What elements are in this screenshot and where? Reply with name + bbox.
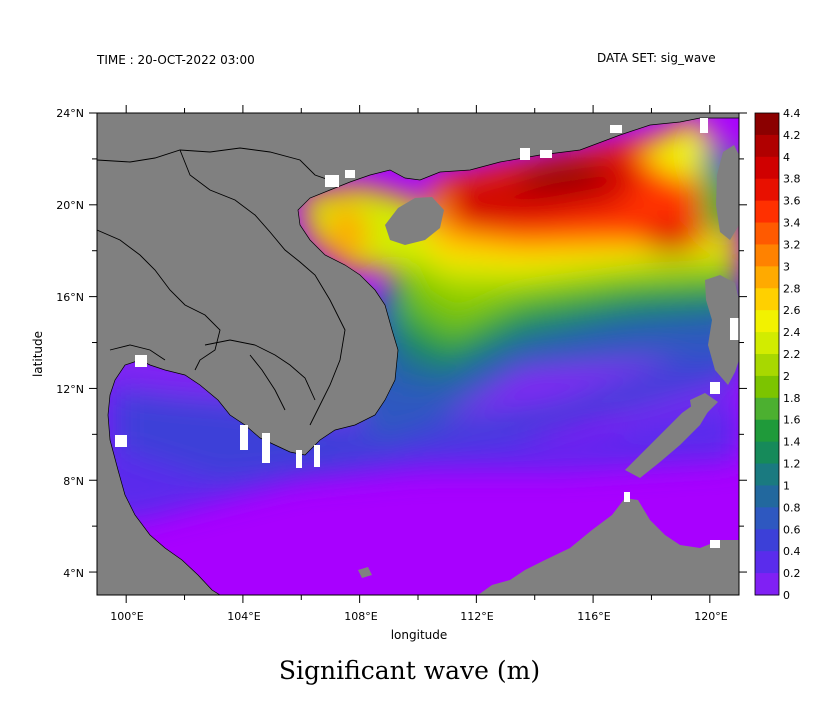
x-tick-labels: 100°E 104°E 108°E 112°E 116°E 120°E xyxy=(110,610,727,623)
axis-ticks xyxy=(89,105,747,603)
colorbar-label: 2.8 xyxy=(783,282,801,295)
colorbar-label: 1.4 xyxy=(783,436,801,449)
x-tick-label: 100°E xyxy=(110,610,143,623)
colorbar-swatch xyxy=(755,156,779,180)
colorbar-label: 3 xyxy=(783,260,790,273)
luzon-island xyxy=(705,275,739,385)
x-tick-label: 116°E xyxy=(577,610,610,623)
colorbar-label: 4.4 xyxy=(783,107,801,120)
colorbar-label: 0.6 xyxy=(783,523,801,536)
colorbar-swatch xyxy=(755,113,779,136)
borneo-island xyxy=(478,498,739,595)
colorbar xyxy=(754,112,780,596)
colorbar-label: 4.2 xyxy=(783,129,801,142)
colorbar-swatch xyxy=(755,178,779,202)
x-tick-label: 120°E xyxy=(694,610,727,623)
x-tick-label: 108°E xyxy=(344,610,377,623)
colorbar-label: 2.6 xyxy=(783,304,801,317)
y-axis-title: latitude xyxy=(31,331,45,377)
colorbar-swatch xyxy=(755,266,779,289)
colorbar-label: 1.8 xyxy=(783,392,801,405)
colorbar-label: 2.2 xyxy=(783,348,801,361)
y-tick-label: 24°N xyxy=(56,107,84,120)
coastlines xyxy=(107,117,739,595)
taiwan-island xyxy=(716,145,739,240)
dataset-label: DATA SET: sig_wave xyxy=(597,51,716,65)
colorbar-frame xyxy=(754,112,780,596)
x-tick-label: 112°E xyxy=(460,610,493,623)
palawan-island xyxy=(625,400,712,478)
colorbar-swatch xyxy=(755,200,779,224)
colorbar-swatch xyxy=(755,244,779,267)
masked-cells xyxy=(115,118,739,548)
colorbar-label: 0 xyxy=(783,589,790,602)
colorbar-swatch xyxy=(755,310,779,333)
hainan-island xyxy=(385,197,444,245)
colorbar-swatch xyxy=(755,288,779,311)
colorbar-swatch xyxy=(755,134,779,158)
colorbar-swatch xyxy=(755,529,779,552)
map-title: Significant wave (m) xyxy=(278,656,541,685)
mindoro-island xyxy=(690,393,718,415)
colorbar-label: 0.8 xyxy=(783,501,801,514)
colorbar-label: 1.2 xyxy=(783,458,801,471)
colorbar-swatch xyxy=(755,507,779,530)
natuna-island xyxy=(358,567,372,578)
colorbar-label: 0.2 xyxy=(783,567,801,580)
land-masses xyxy=(97,113,739,595)
colorbar-swatch xyxy=(755,551,779,574)
colorbar-label: 2 xyxy=(783,370,790,383)
colorbar-swatch xyxy=(755,573,779,596)
y-tick-label: 20°N xyxy=(56,199,84,212)
asia-mainland xyxy=(97,113,739,595)
y-tick-labels: 24°N 20°N 16°N 12°N 8°N 4°N xyxy=(56,107,84,580)
colorbar-label: 3.8 xyxy=(783,173,801,186)
colorbar-swatch xyxy=(755,485,779,508)
colorbar-swatch xyxy=(755,441,779,465)
colorbar-swatch xyxy=(755,222,779,245)
plot-area xyxy=(97,113,739,595)
colorbar-label: 4 xyxy=(783,151,790,164)
wave-field xyxy=(97,120,739,520)
colorbar-label: 2.4 xyxy=(783,326,801,339)
y-tick-label: 8°N xyxy=(63,475,84,488)
colorbar-label: 3.6 xyxy=(783,195,801,208)
colorbar-labels: 4.4 4.2 4 3.8 3.6 3.4 3.2 3 2.8 2.6 2.4 2.2 2 1.8 1.6 1… xyxy=(783,107,801,602)
colorbar-swatch xyxy=(755,397,779,421)
y-tick-label: 4°N xyxy=(63,567,84,580)
colorbar-label: 1 xyxy=(783,479,790,492)
colorbar-swatch xyxy=(755,332,779,355)
colorbar-swatch xyxy=(755,463,779,486)
colorbar-swatch xyxy=(755,354,779,377)
colorbar-label: 0.4 xyxy=(783,545,801,558)
colorbar-swatch xyxy=(755,419,779,443)
colorbar-label: 1.6 xyxy=(783,414,801,427)
colorbar-label: 3.2 xyxy=(783,238,801,251)
x-tick-label: 104°E xyxy=(227,610,260,623)
x-axis-title: longitude xyxy=(391,628,448,642)
colorbar-swatch xyxy=(755,375,779,399)
colorbar-label: 3.4 xyxy=(783,217,801,230)
country-borders xyxy=(97,147,346,426)
y-tick-label: 16°N xyxy=(56,291,84,304)
time-label: TIME : 20-OCT-2022 03:00 xyxy=(97,53,255,67)
y-tick-label: 12°N xyxy=(56,383,84,396)
sumatra-island xyxy=(97,530,135,595)
